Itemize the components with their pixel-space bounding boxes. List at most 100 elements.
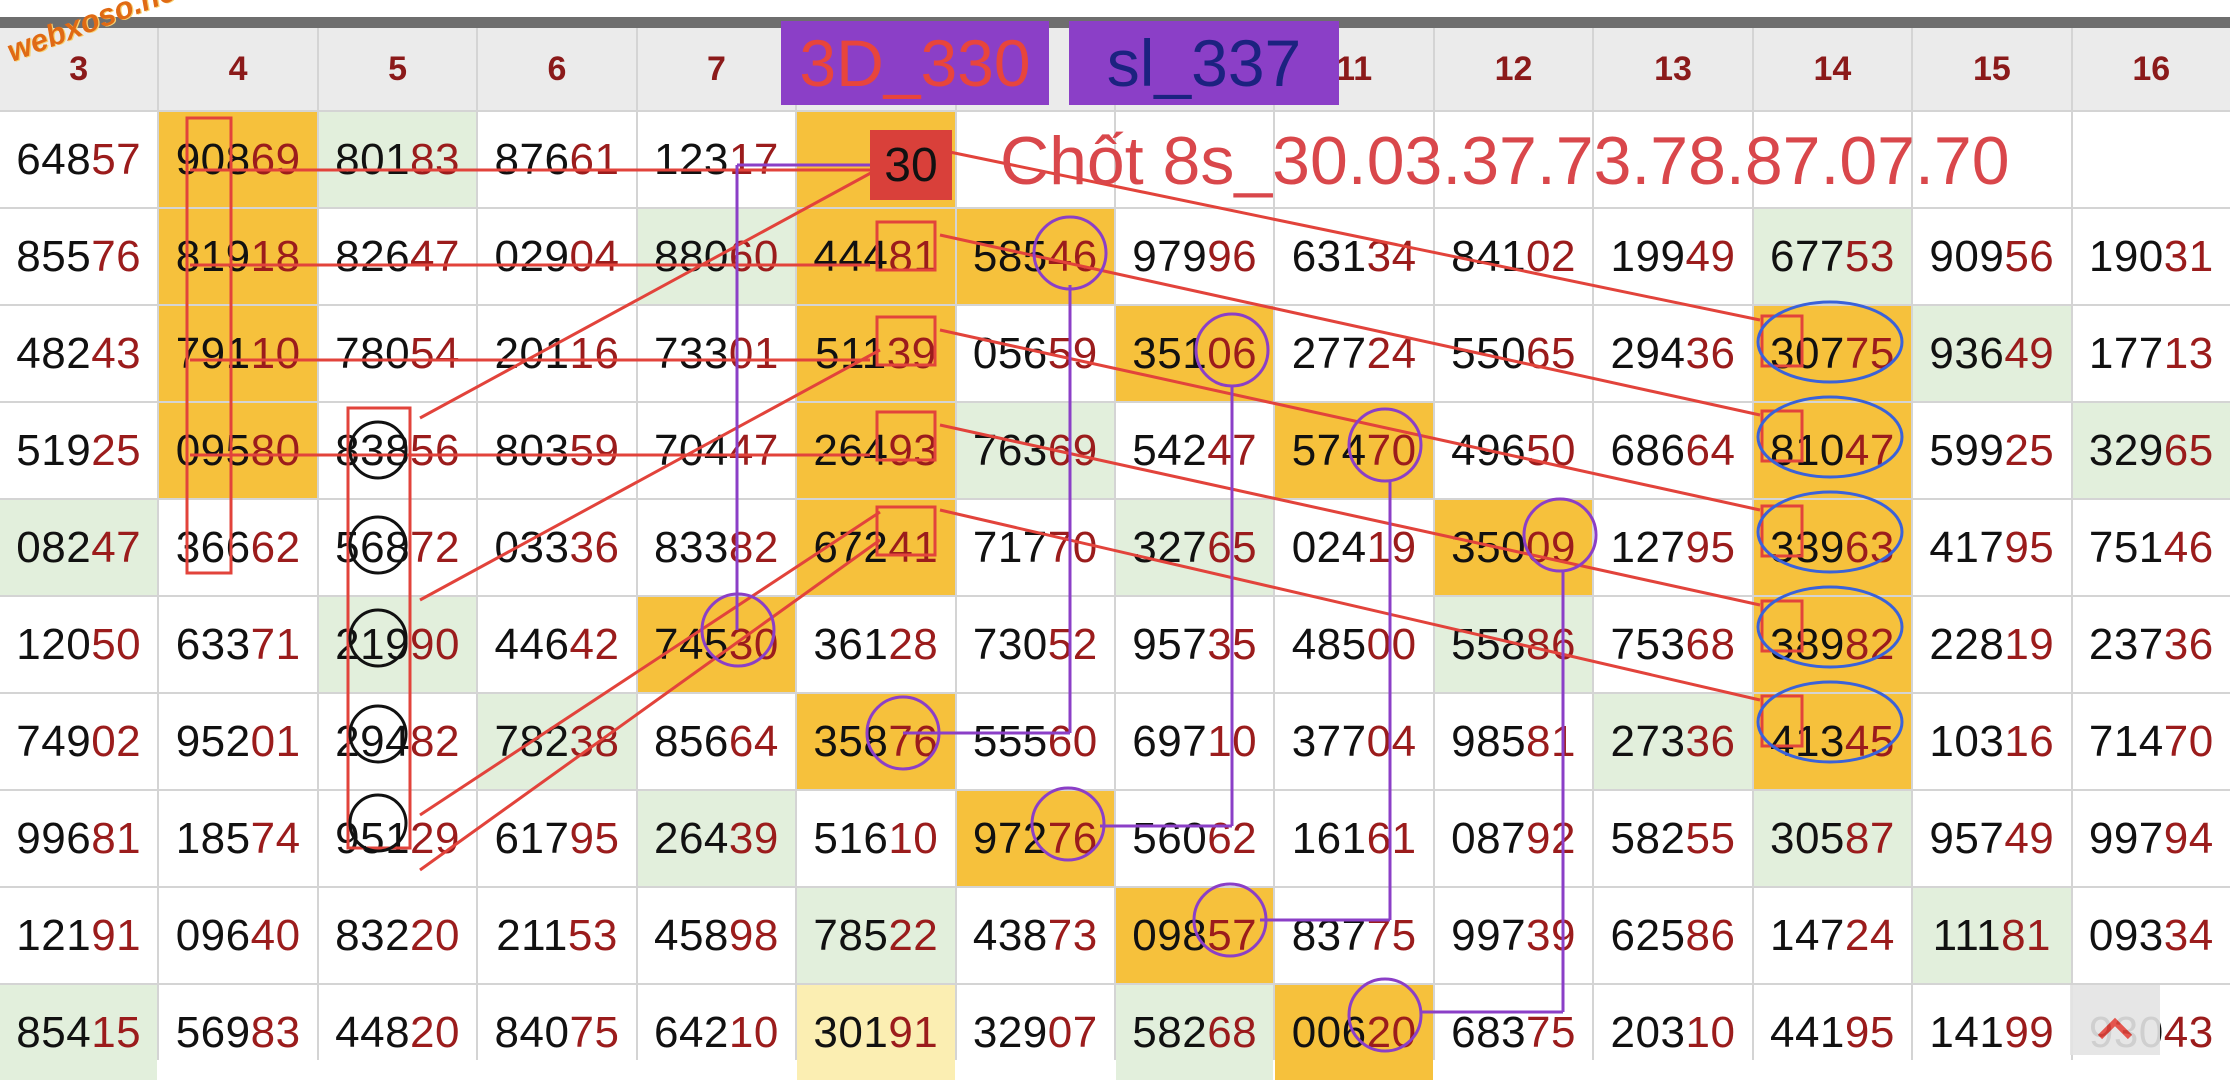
number-suffix: 95 [569,813,620,863]
number-prefix: 617 [494,813,570,863]
number-prefix: 111 [1932,910,2002,960]
result-cell: 996 81 [0,791,158,886]
result-cell: 511 39 [797,306,955,401]
result-cell: 095 80 [159,403,317,498]
column-header: 7 [637,28,796,110]
result-cell: 558 86 [1434,597,1593,692]
number-suffix: 75 [1526,1007,1576,1057]
result-cell: 751 46 [2072,500,2230,595]
number-suffix: 96 [1207,231,1258,281]
number-suffix: 49 [2004,328,2055,378]
number-suffix: 98 [728,910,779,960]
number-prefix: 519 [16,425,92,475]
number-suffix: 49 [2004,813,2055,863]
number-suffix: 53 [1844,231,1895,281]
number-prefix: 264 [653,813,729,863]
result-cell: 841 02 [1434,209,1593,304]
number-prefix: 951 [335,813,411,863]
number-suffix: 28 [888,619,939,669]
number-suffix: 39 [728,813,779,863]
number-prefix: 972 [972,813,1048,863]
number-prefix: 979 [1132,231,1208,281]
result-cell: 006 20 [1275,985,1433,1080]
number-suffix: 43 [2163,1007,2214,1057]
scroll-top-button[interactable] [2070,985,2160,1055]
result-cell: 294 36 [1594,306,1752,401]
result-cell: 120 50 [0,597,158,692]
number-prefix: 791 [175,328,251,378]
number-suffix: 56 [410,425,460,475]
number-prefix: 997 [1451,910,1527,960]
number-suffix: 13 [2163,328,2214,378]
result-cell: 569 83 [159,985,317,1080]
number-prefix: 219 [335,619,411,669]
result-cell: 098 57 [1116,888,1274,983]
number-suffix: 94 [2163,813,2214,863]
number-prefix: 936 [1929,328,2005,378]
number-prefix: 141 [1929,1007,2005,1057]
number-prefix: 753 [1610,619,1686,669]
number-suffix: 07 [1047,1007,1098,1057]
result-cell: 801 83 [318,112,477,207]
number-suffix: 46 [2163,522,2214,572]
number-suffix: 83 [250,1007,301,1057]
result-cell: 121 91 [0,888,158,983]
number-suffix: 69 [250,134,301,184]
number-suffix: 70 [1047,522,1098,572]
number-prefix: 511 [815,328,887,378]
number-suffix: 83 [410,134,460,184]
result-cell: 791 10 [159,306,317,401]
number-suffix: 73 [1047,910,1098,960]
result-cell: 880 60 [637,209,796,304]
result-cell: 730 52 [956,597,1114,692]
chevron-up-icon [2097,1017,2133,1040]
result-cell: 542 47 [1116,403,1274,498]
number-suffix: 68 [1685,619,1736,669]
number-suffix: 38 [569,716,620,766]
number-prefix: 568 [335,522,411,572]
result-cell: 697 10 [1116,694,1274,789]
result-cell: 127 95 [1594,500,1752,595]
column-header: 16 [2072,28,2230,110]
number-suffix: 24 [1844,910,1895,960]
number-prefix: 801 [335,134,411,184]
result-cell: 633 71 [159,597,317,692]
number-prefix: 120 [16,619,92,669]
number-suffix: 90 [410,619,460,669]
number-suffix: 70 [1366,425,1417,475]
prediction-banner: Chốt 8s_30.03.37.73.78.87.07.70 [1000,123,2010,199]
number-prefix: 029 [494,231,570,281]
number-suffix: 54 [410,328,460,378]
column-header: 3 [0,28,158,110]
number-suffix: 04 [1366,716,1417,766]
number-suffix: 93 [888,425,939,475]
number-prefix: 625 [1610,910,1686,960]
result-cell: 909 56 [1913,209,2071,304]
number-prefix: 585 [972,231,1048,281]
number-prefix: 096 [175,910,251,960]
result-cell: 185 74 [159,791,317,886]
number-suffix: 15 [91,1007,142,1057]
number-prefix: 366 [175,522,251,572]
number-prefix: 826 [335,231,411,281]
number-prefix: 329 [972,1007,1048,1057]
result-cell: 582 55 [1594,791,1752,886]
number-prefix: 024 [1291,522,1367,572]
number-prefix: 444 [813,231,889,281]
number-prefix: 006 [1291,1007,1367,1057]
number-suffix: 02 [1526,231,1576,281]
number-suffix: 61 [569,134,620,184]
number-suffix: 09 [1526,522,1576,572]
number-prefix: 307 [1769,328,1845,378]
number-suffix: 36 [1685,716,1736,766]
number-prefix: 574 [1291,425,1367,475]
result-cell: 574 70 [1275,403,1433,498]
result-cell: 686 64 [1594,403,1752,498]
number-suffix: 75 [569,1007,620,1057]
result-cell: 585 46 [956,209,1114,304]
result-cell: 704 47 [637,403,796,498]
number-suffix: 75 [1844,328,1895,378]
number-prefix: 496 [1451,425,1527,475]
result-cell: 111 81 [1913,888,2071,983]
number-prefix: 199 [1610,231,1686,281]
